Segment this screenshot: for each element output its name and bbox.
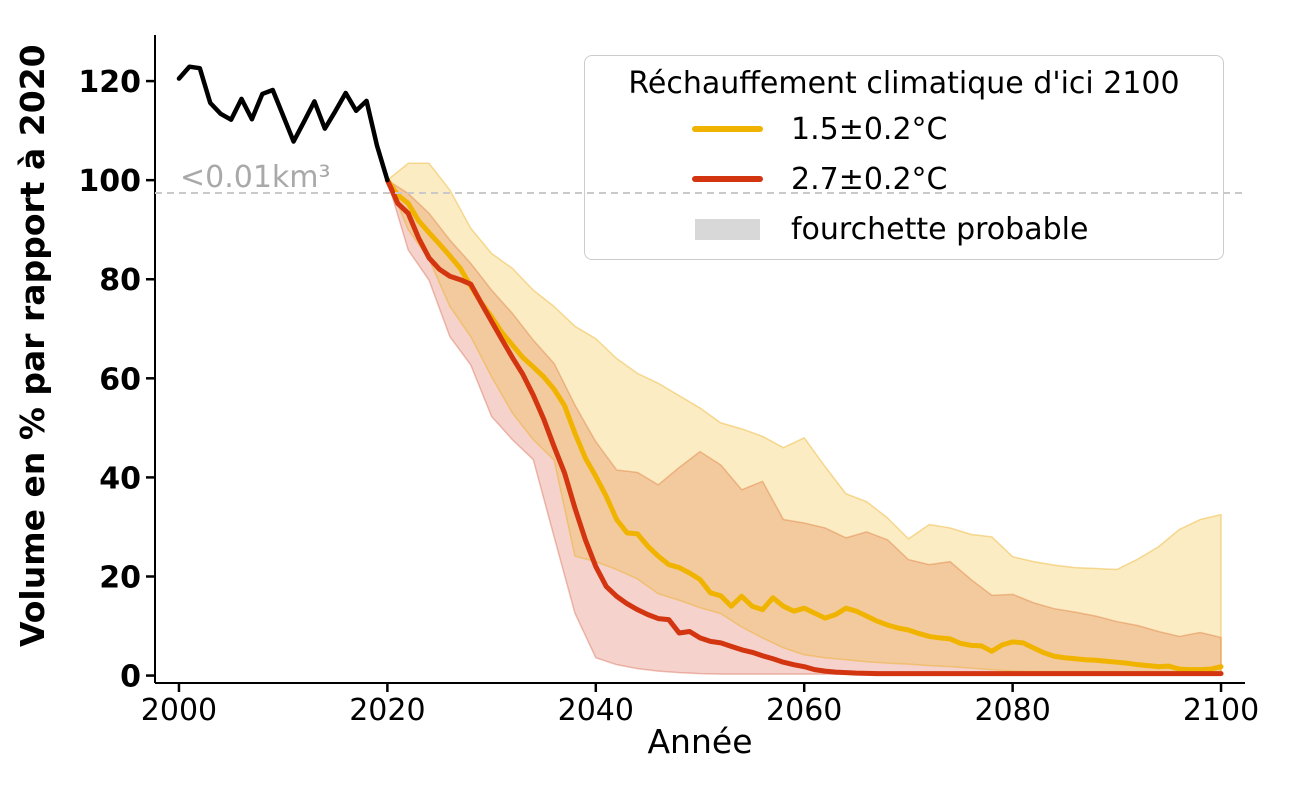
legend-label: 1.5±0.2°C [791,111,948,147]
legend-label: fourchette probable [791,211,1089,247]
threshold-dashed-line [155,191,1245,194]
x-tick-label: 2040 [558,693,634,728]
legend-entry-range: fourchette probable [585,204,1223,254]
legend-label: 2.7±0.2°C [791,161,948,197]
y-tick-label: 80 [99,263,141,298]
gray-patch-swatch-icon [695,218,760,240]
y-axis-label: Volume en % par rapport à 2020 [13,44,52,647]
x-tick-label: 2000 [141,693,217,728]
x-tick-label: 2100 [1183,693,1259,728]
legend-entry-1-5: 1.5±0.2°C [585,104,1223,154]
y-tick-label: 20 [99,560,141,595]
band-s15 [386,162,1222,673]
x-tick-label: 2020 [349,693,425,728]
y-tick-label: 120 [78,65,141,100]
legend-entry-2-7: 2.7±0.2°C [585,154,1223,204]
yellow-line-swatch-icon [692,126,763,132]
band-s27 [386,179,1222,675]
y-tick-label: 60 [99,362,141,397]
red-line-swatch-icon [692,176,763,182]
line-historique [176,64,390,183]
threshold-label: <0.01km³ [180,159,331,195]
y-tick-label: 100 [78,164,141,199]
legend: Réchauffement climatique d'ici 2100 1.5±… [584,55,1224,260]
x-tick-label: 2060 [766,693,842,728]
line-s27 [384,177,1224,677]
legend-title: Réchauffement climatique d'ici 2100 [628,66,1180,101]
x-axis-label: Année [647,722,753,761]
line-s15 [384,177,1224,673]
x-tick-label: 2080 [974,693,1050,728]
y-tick-label: 0 [120,660,141,695]
y-tick-label: 40 [99,461,141,496]
